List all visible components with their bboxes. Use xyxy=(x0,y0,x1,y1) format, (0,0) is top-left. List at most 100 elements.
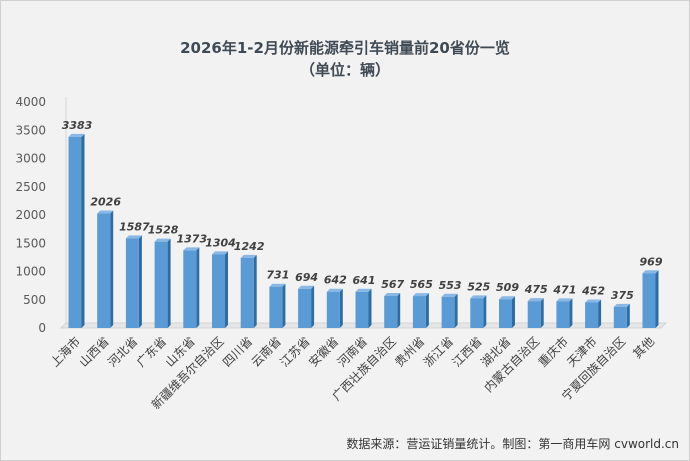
bar-top xyxy=(441,293,458,297)
bar-side xyxy=(339,288,343,328)
bar-top xyxy=(269,283,286,287)
data-label: 452 xyxy=(581,284,605,297)
y-tick-label: 2000 xyxy=(15,208,46,222)
bar xyxy=(499,299,512,328)
bar-side xyxy=(454,293,458,328)
y-tick-label: 3000 xyxy=(15,152,46,166)
bar-side xyxy=(425,293,429,328)
bar-side xyxy=(167,238,171,328)
bar xyxy=(212,254,225,328)
data-label: 567 xyxy=(381,278,404,291)
bar xyxy=(154,241,168,328)
data-label: 1528 xyxy=(148,224,179,237)
bar-top xyxy=(499,296,515,300)
y-tick-label: 4000 xyxy=(15,95,46,109)
chart-subtitle: （单位：辆） xyxy=(299,61,390,79)
bar-side xyxy=(253,254,257,328)
x-tick-label: 河北省 xyxy=(105,334,140,369)
bar-top xyxy=(384,292,401,296)
data-label: 565 xyxy=(410,278,433,291)
bar-side xyxy=(225,251,228,328)
bar-top xyxy=(68,133,85,137)
bar-side xyxy=(368,288,372,328)
data-label: 1304 xyxy=(205,236,236,249)
bar xyxy=(125,238,139,328)
bar-top xyxy=(154,238,171,242)
bar-side xyxy=(138,235,142,328)
bar-top xyxy=(556,298,573,302)
data-label: 509 xyxy=(496,281,519,294)
data-label: 553 xyxy=(439,279,462,292)
bar-top xyxy=(642,270,659,274)
x-tick-label: 贵州省 xyxy=(392,334,427,369)
data-label: 641 xyxy=(353,274,376,287)
bar-top xyxy=(212,251,228,255)
bar-side xyxy=(569,298,573,328)
bar xyxy=(298,288,312,328)
bar-side xyxy=(311,285,315,328)
x-tick-label: 江苏省 xyxy=(277,334,312,369)
bar xyxy=(384,295,398,328)
bar xyxy=(642,273,656,328)
bar-top xyxy=(470,295,487,299)
bar-top xyxy=(97,210,114,214)
bar-top xyxy=(125,235,142,239)
y-tick-label: 0 xyxy=(38,321,46,335)
data-label: 969 xyxy=(640,255,663,268)
bar-side xyxy=(512,296,515,328)
y-tick-label: 2500 xyxy=(15,180,46,194)
data-label: 2026 xyxy=(90,196,121,209)
x-tick-label: 上海市 xyxy=(47,334,83,370)
bar-top xyxy=(527,298,544,302)
bar-side xyxy=(397,292,401,328)
y-tick-label: 1000 xyxy=(15,265,46,279)
data-label: 642 xyxy=(324,274,347,287)
x-tick-label: 浙江省 xyxy=(421,334,456,369)
bar xyxy=(613,306,627,328)
data-label: 471 xyxy=(552,283,576,296)
bar xyxy=(97,213,111,328)
bar-side xyxy=(483,295,487,328)
x-tick-label: 云南省 xyxy=(248,334,284,370)
x-tick-label: 四川省 xyxy=(220,334,255,369)
bar xyxy=(556,301,570,328)
bar xyxy=(585,302,599,328)
bar xyxy=(527,301,541,328)
source-note: 数据来源：营运证销量统计。制图：第一商用车网 cvworld.cn xyxy=(346,437,679,451)
x-tick-label: 安徽省 xyxy=(305,334,341,370)
x-tick-label: 重庆市 xyxy=(535,334,571,370)
bar-side xyxy=(81,133,85,328)
y-tick-label: 1500 xyxy=(15,236,46,250)
x-tick-label: 广东省 xyxy=(134,334,169,369)
data-label: 3383 xyxy=(62,119,93,132)
bar xyxy=(326,291,340,328)
data-label: 1587 xyxy=(119,220,150,233)
data-label: 694 xyxy=(295,271,318,284)
bar-top xyxy=(412,293,429,297)
bar-side xyxy=(196,247,200,328)
x-tick-label: 江西省 xyxy=(450,334,485,369)
bar-side xyxy=(598,299,602,328)
bar-side xyxy=(282,283,286,328)
bar-top xyxy=(183,247,200,251)
bar-top xyxy=(298,285,315,289)
x-tick-label: 其他 xyxy=(630,334,657,361)
data-label: 731 xyxy=(266,269,289,282)
chart-title: 2026年1-2月份新能源牵引车销量前20省份一览 xyxy=(180,39,510,57)
x-tick-label: 山西省 xyxy=(76,334,111,369)
bar xyxy=(441,296,455,328)
bar xyxy=(68,136,82,328)
bar-side xyxy=(540,298,544,328)
bar xyxy=(183,250,197,328)
data-label: 1373 xyxy=(176,232,207,245)
data-label: 525 xyxy=(467,280,490,293)
bar-side xyxy=(655,270,659,328)
bar xyxy=(240,257,254,328)
bar-top xyxy=(326,288,343,292)
bar-top xyxy=(240,254,257,258)
data-label: 1242 xyxy=(234,240,265,253)
data-label: 375 xyxy=(611,289,634,302)
bar-top xyxy=(355,288,372,292)
